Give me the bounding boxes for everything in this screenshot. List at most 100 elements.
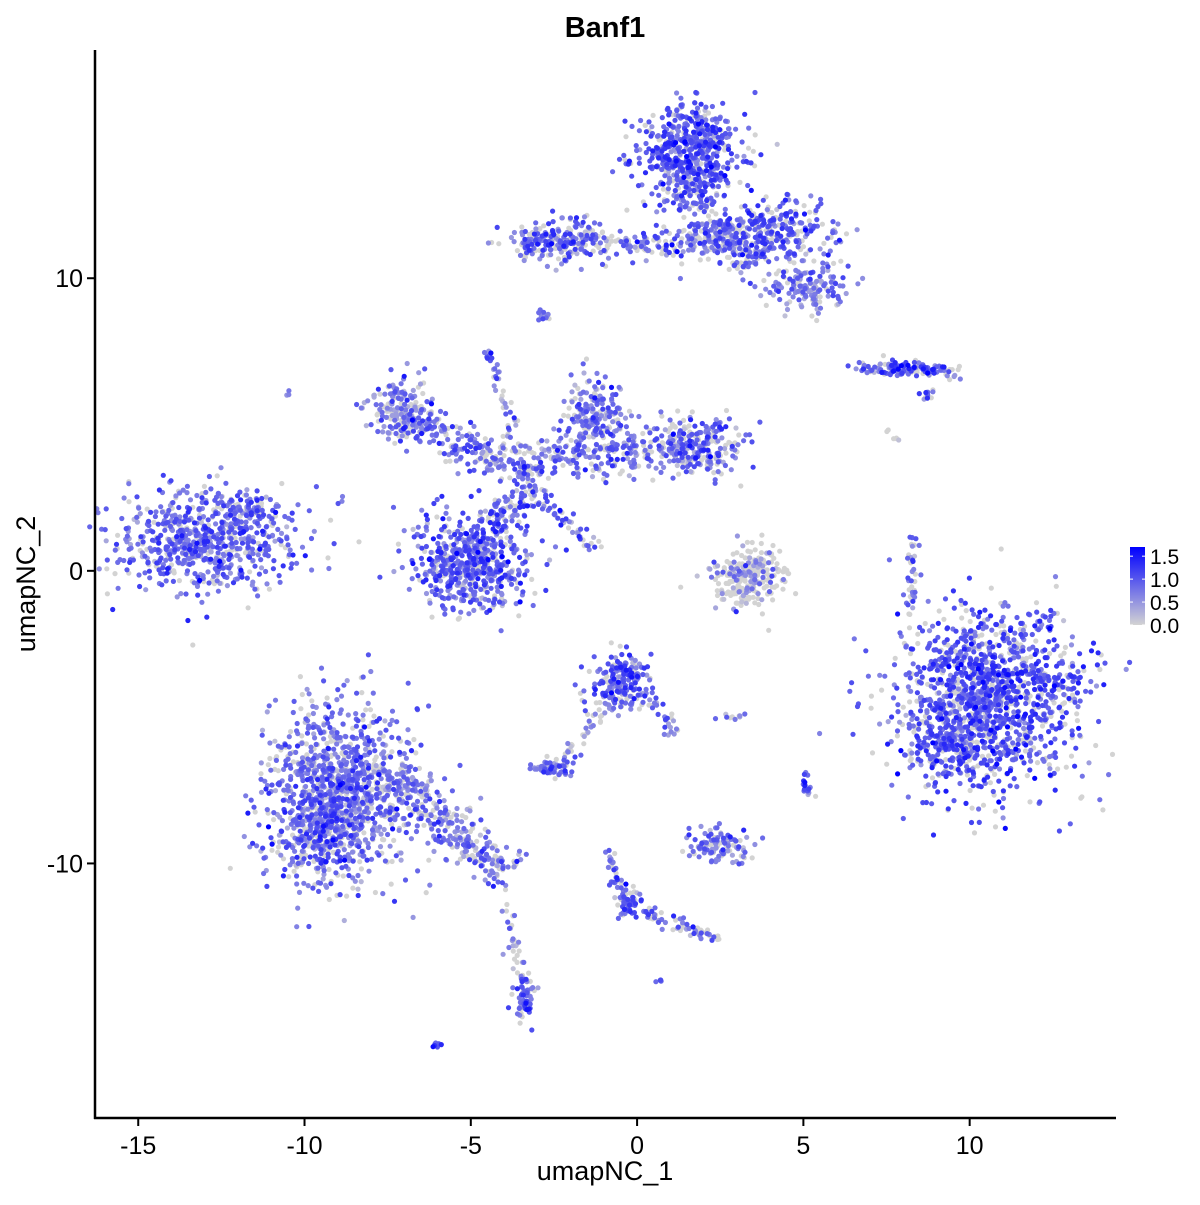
data-point (275, 768, 281, 774)
data-point (737, 837, 743, 844)
data-point (667, 724, 674, 730)
data-point (296, 889, 303, 896)
data-point (406, 586, 412, 592)
data-point (371, 713, 377, 719)
data-point (463, 578, 469, 584)
data-point (908, 756, 914, 762)
data-point (286, 734, 292, 740)
data-point (299, 740, 305, 747)
data-point (544, 753, 550, 760)
data-point (404, 448, 410, 454)
data-point (808, 193, 814, 199)
data-point (136, 572, 142, 578)
data-point (429, 614, 435, 620)
data-point (744, 539, 751, 545)
data-point (996, 766, 1003, 772)
data-point (750, 148, 756, 154)
data-point (112, 571, 118, 577)
data-point (741, 153, 747, 159)
data-point (396, 827, 402, 834)
data-point (279, 818, 285, 824)
data-point (613, 238, 619, 244)
data-point (405, 727, 411, 733)
data-point (660, 440, 666, 446)
data-point (763, 302, 769, 308)
data-point (471, 874, 477, 880)
data-point (745, 548, 751, 554)
data-point (1027, 799, 1033, 805)
data-point (568, 743, 574, 750)
data-point (795, 288, 801, 294)
data-point (381, 837, 387, 843)
data-point (275, 844, 282, 850)
data-point (605, 864, 612, 871)
data-point (372, 889, 378, 896)
data-point (318, 665, 325, 671)
data-point (1100, 807, 1106, 813)
data-point (566, 225, 572, 231)
data-point (163, 557, 169, 563)
data-point (565, 413, 571, 419)
data-point (775, 281, 782, 287)
data-point (670, 252, 676, 258)
data-point (1062, 721, 1068, 727)
data-point (681, 214, 687, 220)
data-point (247, 569, 253, 575)
data-point (387, 843, 393, 849)
data-point (900, 704, 906, 710)
data-point (284, 524, 290, 530)
data-point (403, 407, 409, 413)
data-point (1005, 603, 1011, 609)
data-point (391, 837, 397, 844)
data-point (636, 413, 642, 420)
data-point (461, 853, 467, 860)
data-point (980, 802, 987, 808)
data-point (293, 749, 299, 756)
data-point (905, 684, 912, 690)
data-point (854, 227, 860, 233)
data-point (560, 462, 566, 468)
data-point (422, 786, 428, 793)
data-point (455, 841, 461, 847)
data-point (929, 775, 936, 781)
data-point (521, 451, 527, 457)
data-point (868, 705, 874, 711)
data-point (359, 690, 365, 696)
data-point (158, 504, 164, 510)
data-point (907, 699, 913, 705)
data-point (382, 718, 388, 724)
data-point (417, 381, 424, 387)
data-point (1077, 732, 1083, 738)
data-point (400, 770, 406, 776)
data-point (419, 507, 425, 513)
data-point (750, 594, 756, 600)
data-point (926, 628, 933, 634)
data-point (1079, 773, 1085, 779)
data-point (341, 917, 347, 924)
data-point (588, 461, 595, 467)
data-point (477, 832, 483, 838)
data-point (115, 585, 121, 591)
data-point (594, 370, 600, 376)
data-point (516, 613, 522, 619)
data-point (936, 690, 942, 696)
data-point (398, 381, 404, 387)
data-point (365, 700, 371, 707)
data-point (514, 248, 521, 254)
data-point (385, 436, 391, 442)
data-point (707, 566, 713, 572)
data-point (324, 884, 330, 890)
data-point (389, 821, 395, 828)
data-point (992, 771, 998, 778)
data-point (838, 258, 844, 264)
data-point (276, 839, 282, 845)
data-point (758, 540, 764, 547)
data-point (709, 208, 715, 214)
data-point (190, 642, 196, 648)
data-point (1000, 795, 1007, 802)
data-point (504, 901, 510, 908)
data-point (971, 830, 978, 836)
data-point (485, 240, 491, 246)
data-point (680, 848, 686, 855)
data-point (497, 450, 503, 456)
